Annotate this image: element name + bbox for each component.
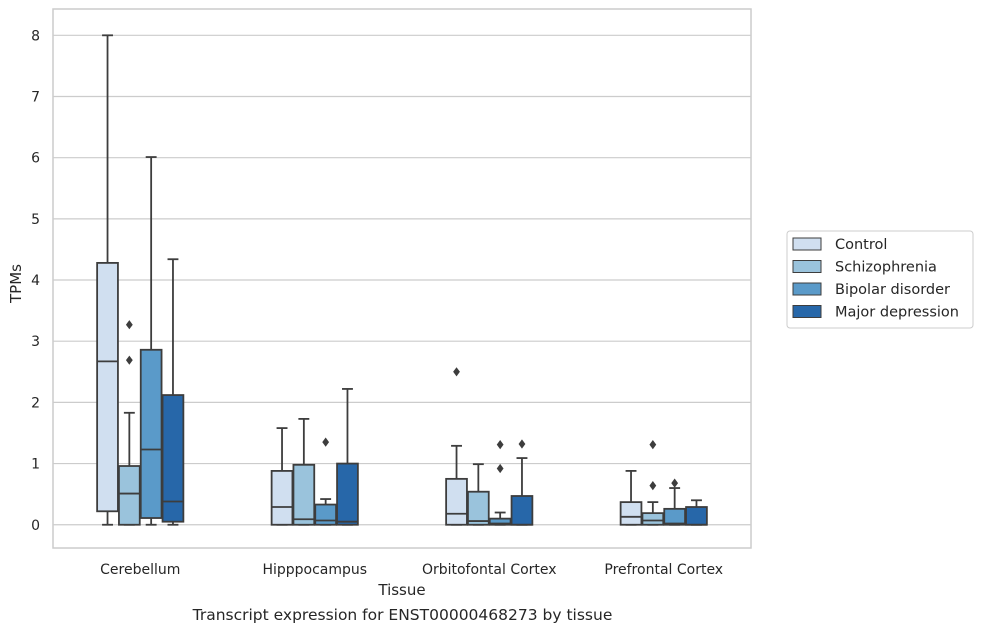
legend-swatch-control — [792, 237, 822, 251]
box-cerebellum-control — [96, 261, 119, 513]
box-orbitofontal-cortex-major-depression-outlier-0 — [518, 439, 526, 449]
box-prefrontal-cortex-bipolar-disorder-outlier-0 — [671, 478, 679, 488]
legend: Control Schizophrenia Bipolar disorder Majo… — [786, 230, 974, 329]
y-axis-title: TPMs — [7, 264, 25, 304]
box-hipppocampus-schizophrenia — [292, 463, 316, 526]
box-prefrontal-cortex-schizophrenia-outlier-1 — [649, 440, 657, 450]
box-hipppocampus-control — [270, 470, 294, 526]
box-prefrontal-cortex-control — [619, 501, 643, 526]
plot-frame — [52, 8, 752, 549]
box-orbitofontal-cortex-bipolar-disorder — [488, 517, 512, 526]
box-orbitofontal-cortex-control-outlier-0 — [453, 367, 460, 377]
box-hipppocampus-major-depression — [336, 462, 359, 526]
box-hipppocampus-bipolar-disorder-outlier-0 — [322, 437, 330, 447]
box-cerebellum-bipolar-disorder — [139, 348, 163, 519]
legend-swatch-major-depression — [792, 305, 822, 318]
y-tick-label-2: 2 — [31, 395, 40, 411]
legend-label-schizophrenia: Schizophrenia — [835, 260, 937, 276]
x-tick-label-prefrontal-cortex: Prefrontal Cortex — [604, 562, 723, 578]
box-cerebellum-schizophrenia-outlier-1 — [125, 320, 133, 330]
box-orbitofontal-cortex-bipolar-disorder-outlier-1 — [496, 440, 504, 450]
legend-label-major-depression: Major depression — [835, 305, 959, 321]
y-tick-label-1: 1 — [31, 457, 40, 473]
box-cerebellum-schizophrenia-outlier-0 — [125, 355, 133, 365]
x-axis-title: Tissue — [377, 581, 425, 599]
y-tick-label-4: 4 — [31, 273, 40, 289]
x-tick-label-orbitofontal-cortex: Orbitofontal Cortex — [422, 562, 557, 578]
chart-caption: Transcript expression for ENST0000046827… — [192, 606, 613, 624]
box-prefrontal-cortex-schizophrenia-outlier-0 — [649, 480, 657, 491]
box-prefrontal-cortex-major-depression — [685, 506, 708, 526]
legend-swatch-schizophrenia — [792, 260, 822, 273]
legend-label-bipolar-disorder: Bipolar disorder — [835, 282, 950, 298]
box-orbitofontal-cortex-control — [445, 477, 468, 526]
legend-label-control: Control — [835, 237, 887, 253]
box-prefrontal-cortex-schizophrenia — [641, 512, 665, 526]
y-tick-label-3: 3 — [31, 334, 40, 350]
box-orbitofontal-cortex-major-depression — [510, 495, 534, 526]
box-prefrontal-cortex-bipolar-disorder — [663, 507, 686, 526]
x-tick-label-hipppocampus: Hipppocampus — [262, 562, 367, 578]
y-tick-label-7: 7 — [31, 89, 40, 105]
x-tick-label-cerebellum: Cerebellum — [100, 562, 180, 578]
box-cerebellum-schizophrenia — [118, 465, 141, 526]
legend-frame — [786, 230, 974, 329]
y-tick-label-8: 8 — [31, 28, 40, 44]
box-cerebellum-major-depression — [161, 394, 185, 523]
y-tick-label-6: 6 — [31, 151, 40, 167]
box-orbitofontal-cortex-schizophrenia — [467, 490, 490, 526]
y-tick-label-5: 5 — [31, 212, 40, 228]
legend-swatch-bipolar-disorder — [792, 282, 822, 296]
y-tick-label-0: 0 — [31, 518, 40, 534]
box-hipppocampus-bipolar-disorder — [314, 503, 337, 526]
box-orbitofontal-cortex-bipolar-disorder-outlier-0 — [496, 463, 504, 474]
